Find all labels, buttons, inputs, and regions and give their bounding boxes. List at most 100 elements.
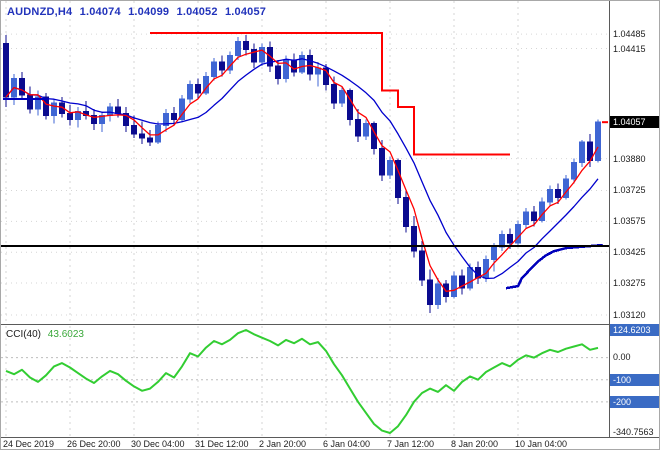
cci-indicator-chart[interactable]	[1, 326, 609, 437]
time-axis-label: 30 Dec 04:00	[131, 439, 185, 449]
candle-body	[403, 197, 409, 227]
price-axis-label: 1.04415	[613, 43, 646, 54]
candle-body	[459, 275, 465, 289]
cci-line	[5, 329, 599, 434]
price-axis-label: 1.03425	[613, 247, 646, 258]
time-axis-label: 6 Jan 04:00	[323, 439, 371, 449]
candle-body	[507, 234, 513, 244]
candle-body	[499, 234, 505, 248]
cci-axis-label: 0.00	[613, 351, 631, 362]
time-axis[interactable]: 24 Dec 2019 26 Dec 20:00 30 Dec 04:00 31 De…	[1, 438, 659, 449]
candle-body	[331, 84, 337, 104]
support-step-line-right	[505, 243, 603, 290]
cci-name: CCI(40)	[6, 329, 42, 340]
candle-body	[235, 40, 241, 57]
candle-body	[251, 49, 257, 63]
price-axis[interactable]: 1.04057 1.04485 1.04415 1.03880 1.03725 1.03…	[610, 1, 659, 437]
candle-body	[291, 59, 297, 73]
price-axis-label: 1.03120	[613, 309, 646, 320]
time-axis-label: 10 Jan 04:00	[515, 439, 568, 449]
candle-body	[139, 133, 145, 139]
candle-body	[27, 94, 33, 110]
cci-axis-badge: -200	[610, 395, 659, 408]
candle-body	[99, 114, 105, 125]
cci-axis-label: -340.7563	[613, 427, 654, 437]
candle-body	[187, 84, 193, 100]
price-axis-label: 1.03725	[613, 185, 646, 196]
candle-body	[43, 96, 49, 116]
cci-value: 43.6023	[47, 329, 84, 340]
candle-body	[523, 211, 529, 225]
candle-body	[427, 279, 433, 306]
candle-body	[555, 188, 561, 199]
symbol-label: AUDNZD,H4	[7, 6, 73, 18]
candle-body	[123, 112, 129, 127]
candle-body	[147, 137, 153, 143]
candle-body	[179, 98, 185, 121]
candle-body	[323, 67, 329, 86]
price-axis-divider	[609, 1, 610, 437]
candle-body	[451, 275, 457, 297]
candle-body	[131, 125, 137, 135]
candle-body	[67, 112, 73, 121]
ma-fast-line	[5, 49, 599, 292]
candle-body	[355, 119, 361, 137]
ohlc-high: 1.04099	[128, 6, 170, 18]
candle-body	[91, 114, 97, 125]
candle-body	[387, 160, 393, 176]
candle-body	[531, 211, 537, 221]
ohlc-close: 1.04057	[224, 6, 267, 18]
candle-body	[275, 65, 281, 79]
price-axis-label: 1.03575	[613, 216, 646, 227]
cci-axis-badge: -100	[610, 373, 659, 386]
candle-body	[19, 77, 25, 96]
cci-axis-badge: 124.6203	[610, 324, 659, 336]
cci-indicator-label: CCI(40) 43.6023	[6, 329, 84, 340]
candle-body	[51, 102, 57, 116]
candle-body	[195, 84, 201, 94]
current-price-badge: 1.04057	[610, 116, 659, 129]
candle-body	[419, 250, 425, 281]
candle-body	[347, 90, 353, 121]
chart-title: AUDNZD,H4 1.04074 1.04099 1.04052 1.0405…	[7, 6, 270, 18]
candle-body	[171, 112, 177, 121]
candle-body	[35, 96, 41, 110]
candle-body	[571, 162, 577, 180]
time-axis-label: 2 Jan 20:00	[259, 439, 307, 449]
candle-body	[579, 141, 585, 164]
candle-body	[107, 106, 113, 116]
ma-slow-line	[5, 58, 599, 280]
time-axis-label: 26 Dec 20:00	[67, 439, 121, 449]
candle-body	[115, 106, 121, 114]
candle-body	[411, 225, 417, 252]
candle-body	[435, 283, 441, 306]
candle-body	[491, 246, 497, 260]
time-axis-label: 31 Dec 12:00	[195, 439, 249, 449]
time-axis-label: 8 Jan 20:00	[451, 439, 499, 449]
candle-body	[219, 61, 225, 71]
pane-splitter[interactable]	[1, 324, 659, 325]
candle-body	[379, 147, 385, 176]
price-axis-label: 1.03880	[613, 153, 646, 164]
candle-body	[395, 160, 401, 199]
candle-body	[595, 121, 601, 162]
main-price-chart[interactable]	[1, 1, 609, 324]
candle-body	[515, 223, 521, 244]
price-axis-label: 1.03275	[613, 278, 646, 289]
candle-body	[259, 46, 265, 63]
ohlc-open: 1.04074	[79, 6, 121, 18]
time-axis-divider	[1, 437, 659, 438]
resistance-step-line	[150, 32, 510, 156]
time-axis-label: 24 Dec 2019	[3, 439, 55, 449]
candle-body	[547, 188, 553, 203]
candle-body	[363, 123, 369, 137]
candle-body	[299, 55, 305, 73]
candle-body	[211, 61, 217, 77]
candle-body	[3, 42, 9, 98]
ohlc-low: 1.04052	[176, 6, 218, 18]
candle-body	[467, 267, 473, 289]
candle-body	[315, 67, 321, 75]
candle-body	[243, 40, 249, 51]
candle-body	[339, 90, 345, 104]
